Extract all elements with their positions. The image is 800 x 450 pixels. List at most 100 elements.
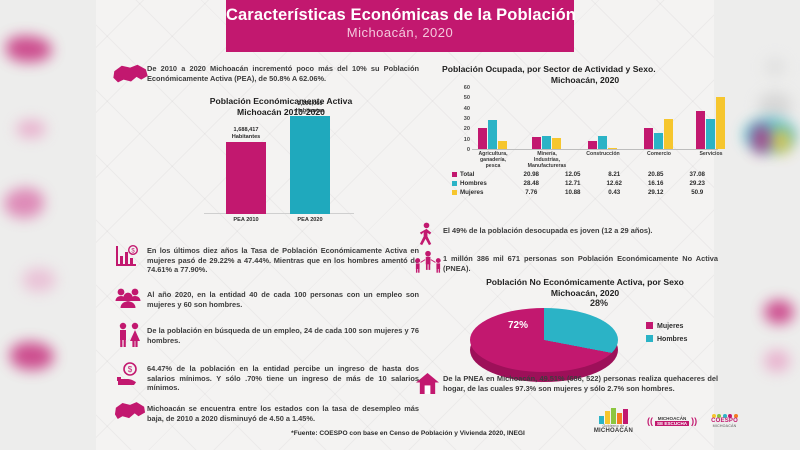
bar-mujeres	[608, 147, 617, 149]
right-edge-panel	[714, 0, 800, 450]
fact-block-2: Al año 2020, en la entidad 40 de cada 10…	[147, 290, 419, 309]
bar-hombres	[706, 119, 715, 149]
michoacan-map-icon	[114, 400, 146, 428]
sector-category-label: Minería, Industrias, Manufactureras	[527, 151, 567, 169]
intro-text: De 2010 a 2020 Michoacán incrementó poco…	[147, 64, 419, 83]
cell-value: 8.21	[608, 171, 621, 179]
michoacan-government-logo: Gobierno de MICHOACÁN	[594, 408, 633, 434]
source-note: *Fuente: COESPO con base en Censo de Pob…	[291, 430, 525, 437]
walking-person-icon	[418, 222, 435, 252]
man-woman-icon	[116, 322, 142, 353]
bar-total	[696, 111, 705, 149]
pie-slice-label-mujeres: 72%	[508, 320, 529, 331]
pie-disc	[470, 308, 618, 372]
series-name-hombres: Hombres	[452, 179, 511, 188]
decorative-shape	[770, 128, 792, 154]
fact-block-3: De la población en búsqueda de un empleo…	[147, 326, 419, 345]
series-name-mujeres: Mujeres	[452, 188, 511, 197]
right-fact-block-2: 1 millón 386 mil 671 personas son Poblac…	[443, 254, 718, 273]
decorative-shape	[758, 92, 792, 120]
decorative-shape	[16, 120, 46, 138]
pie-legend: Mujeres Hombres	[646, 322, 687, 348]
pea-bar-2020: 2,296,069 Habitantes PEA 2020	[290, 101, 330, 223]
pea-bar-2020-label: 2,296,069 Habitantes	[295, 101, 325, 114]
pea-chart-title: Población Económicamente Activa Michoacá…	[209, 96, 353, 117]
logo-text: MICHOACÁN SE ESCUCHA	[655, 415, 690, 427]
cell-value: 29.12	[647, 189, 664, 197]
bar-mujeres	[664, 119, 673, 149]
svg-text:$: $	[131, 248, 135, 254]
bar-mujeres	[498, 141, 507, 149]
decorative-shape	[22, 268, 56, 292]
bar-hombres	[488, 120, 497, 149]
sector-category-label: Comercio	[647, 151, 671, 157]
table-row: Mujeres 7.76 10.88 0.43 29.12 50.9	[452, 188, 718, 197]
pea-baseline	[204, 213, 354, 214]
cell-value: 28.48	[523, 180, 539, 188]
decorative-shape	[764, 300, 794, 324]
decorative-shape	[10, 342, 54, 370]
sector-chart-title: Población Ocupada, por Sector de Activid…	[442, 64, 656, 85]
pea-bar-2010-category: PEA 2010	[233, 217, 259, 223]
money-hand-icon: $	[116, 362, 144, 391]
page-subtitle: Michoacán, 2020	[346, 25, 454, 40]
cell-value: 12.05	[565, 171, 581, 179]
sector-group-construccion: Construcción	[586, 88, 620, 157]
fact-block-4: 64.47% de la población en la entidad per…	[147, 364, 419, 393]
sector-group-agricultura: Agricultura, ganadería, pesca	[478, 88, 508, 169]
svg-text:$: $	[128, 365, 133, 374]
cell-value: 20.85	[647, 171, 664, 179]
decorative-shape	[752, 124, 770, 154]
sector-category-label: Servicios	[699, 151, 723, 157]
pie-disc-wrapper	[470, 308, 618, 382]
sector-chart-baseline	[472, 149, 718, 150]
pnea-pie-title: Población No Económicamente Activa, por …	[486, 277, 684, 298]
cell-value: 29.23	[689, 180, 705, 188]
bar-hombres	[654, 132, 663, 149]
legend-swatch-mujeres	[646, 322, 653, 329]
right-fact-block-1: El 49% de la población desocupada es jov…	[443, 226, 718, 236]
y-tick: 60	[463, 85, 470, 91]
coespo-michoacan-logo: COESPO MICHOACÁN	[711, 414, 738, 428]
sector-group-comercio: Comercio	[644, 88, 674, 157]
bar-mujeres	[716, 97, 725, 149]
sector-category-label: Agricultura, ganadería, pesca	[478, 151, 508, 169]
logo-blocks	[594, 408, 633, 424]
legend-item-hombres: Hombres	[646, 335, 687, 343]
pea-bar-2020-fill	[290, 116, 330, 214]
cell-value: 37.08	[689, 171, 705, 179]
pea-bar-2020-category: PEA 2020	[297, 217, 323, 223]
legend-swatch-hombres	[646, 335, 653, 342]
right-fact-text-1: El 49% de la población desocupada es jov…	[443, 226, 653, 235]
bar-total	[532, 136, 541, 149]
fact-block-5: Michoacán se encuentra entre los estados…	[147, 404, 419, 423]
legend-swatch-hombres	[452, 180, 457, 186]
bar-total	[644, 127, 653, 149]
fact-text-1: En los últimos diez años la Tasa de Pobl…	[147, 246, 419, 275]
fact-text-3: De la población en búsqueda de un empleo…	[147, 326, 419, 345]
pea-bar-2010-label: 1,688,417 Habitantes	[231, 127, 261, 140]
y-tick: 20	[463, 126, 470, 133]
table-row: Hombres 28.48 12.71 12.62 16.16 29.23	[452, 179, 718, 188]
table-row: Total 20.98 12.05 8.21 20.85 37.08	[452, 170, 718, 179]
house-icon	[415, 372, 440, 400]
bar-hombres	[598, 136, 607, 149]
y-tick: 0	[466, 147, 470, 153]
y-tick: 50	[463, 95, 470, 102]
decorative-shape	[764, 350, 790, 372]
sector-bar-chart: 60 50 40 30 20 10 0 Agricultura, ganader…	[452, 85, 725, 169]
bar-total	[588, 140, 597, 149]
legend-swatch-mujeres	[452, 189, 457, 195]
cell-value: 12.62	[606, 180, 622, 188]
cell-value: 12.71	[565, 180, 581, 188]
bar-chart-decline-icon: $	[114, 244, 140, 273]
bar-hombres	[542, 136, 551, 149]
sector-data-table: Total 20.98 12.05 8.21 20.85 37.08 Hombr…	[452, 170, 718, 198]
fact-text-5: Michoacán se encuentra entre los estados…	[147, 404, 419, 423]
pea-bar-2010: 1,688,417 Habitantes PEA 2010	[226, 127, 266, 223]
decorative-shape	[764, 58, 786, 76]
pnea-pie-chart: 72% 28% Mujeres Hombres	[470, 298, 720, 382]
footer-logos: Gobierno de MICHOACÁN (( MICHOACÁN SE ES…	[594, 408, 738, 434]
title-banner: Características Económicas de la Poblaci…	[226, 0, 576, 52]
michoacan-map-icon	[112, 62, 150, 88]
